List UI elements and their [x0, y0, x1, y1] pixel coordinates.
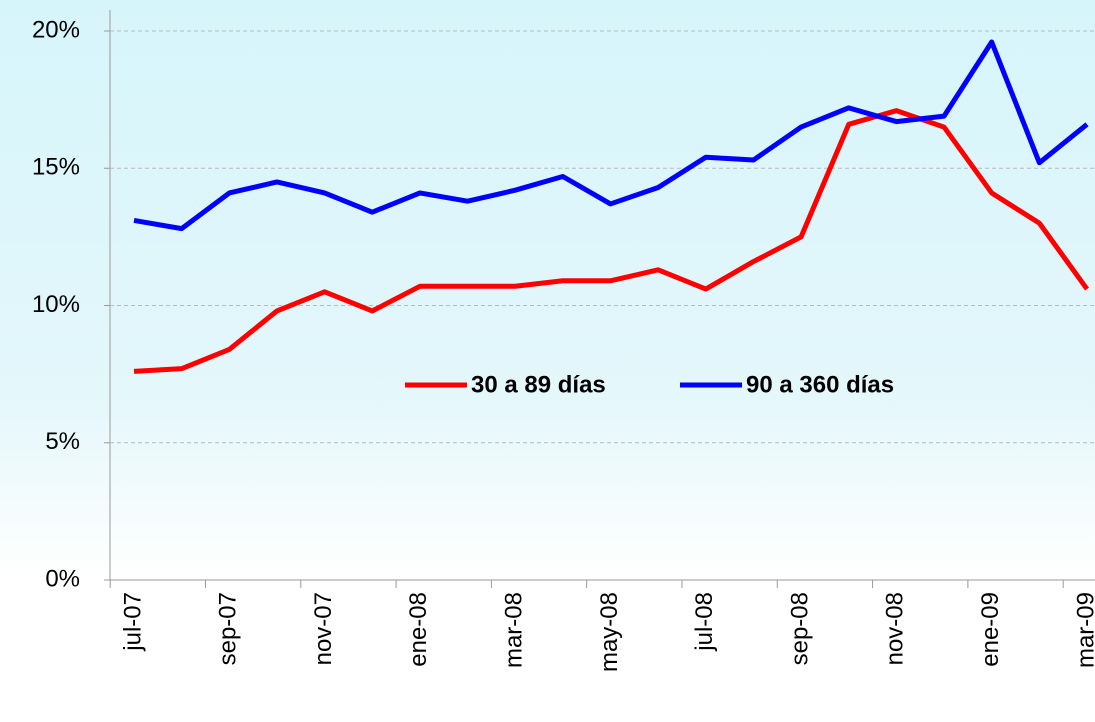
- legend-label: 30 a 89 días: [471, 371, 606, 398]
- series-line: [133, 39, 1089, 232]
- legend-label: 90 a 360 días: [746, 371, 894, 398]
- x-tick-label: mar-08: [501, 592, 528, 668]
- x-tick-label: ene-09: [977, 592, 1004, 667]
- y-tick-label: 15%: [32, 154, 80, 181]
- x-tick-label: sep-07: [215, 592, 242, 665]
- x-tick-label: nov-07: [310, 592, 337, 665]
- x-tick-label: jul-08: [691, 592, 718, 652]
- x-tick-label: nov-08: [882, 592, 909, 665]
- y-tick-label: 20%: [32, 16, 80, 43]
- x-tick-label: ene-08: [405, 592, 432, 667]
- x-tick-label: may-08: [596, 592, 623, 672]
- x-tick-label: jul-07: [119, 592, 146, 652]
- x-tick-label: mar-09: [1072, 592, 1095, 668]
- y-tick-label: 0%: [45, 565, 80, 592]
- x-tick-label: sep-08: [786, 592, 813, 665]
- y-tick-label: 5%: [45, 428, 80, 455]
- y-tick-label: 10%: [32, 291, 80, 318]
- series-line: [133, 108, 1090, 374]
